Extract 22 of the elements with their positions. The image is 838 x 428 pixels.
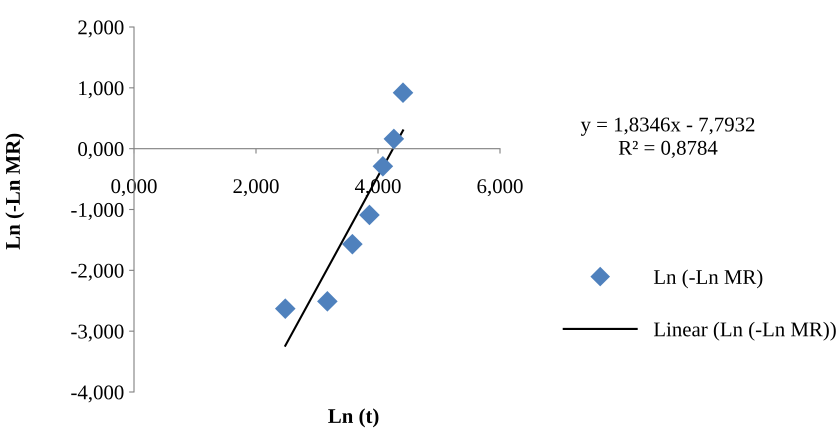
point [317,291,338,312]
x-tick-label: 0,000 [111,179,157,196]
point [274,298,296,319]
x-axis-title: Ln (t) [328,408,378,428]
y-axis-title: Ln (-Ln MR) [5,134,24,250]
y-tick-label: 1,000 [79,81,124,98]
x-tick-label: 6,000 [477,179,523,196]
y-tick-label: 2,000 [78,20,124,38]
y-tick-label: 0,000 [78,142,124,160]
legend-label: Linear (Ln (-Ln MR)) [654,322,836,341]
point [384,128,404,150]
point [359,204,380,226]
point [372,156,394,177]
text: y = 1,8346x - 7,7932 R² = 0,8784 [580,117,754,158]
y-tick-label: -2,000 [71,264,124,281]
point [342,234,363,254]
legend-label: Ln (-Ln MR) [654,269,762,288]
point [392,82,414,103]
x-tick-label: 2,000 [233,179,279,196]
y-tick-label: -4,000 [71,385,124,402]
y-tick-label: -1,000 [71,202,124,220]
y-tick-label: -3,000 [71,324,124,342]
